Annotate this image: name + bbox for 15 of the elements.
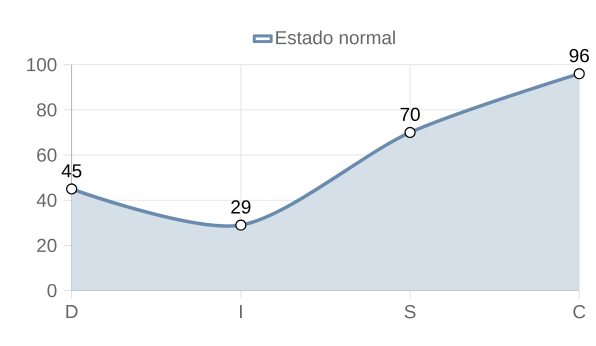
- x-tick-label: I: [240, 304, 242, 318]
- y-tick-label: 100: [27, 58, 56, 72]
- data-label: 45: [62, 164, 82, 178]
- data-label: 70: [400, 108, 420, 121]
- y-tick-label: 0: [47, 284, 56, 298]
- x-tick-label: C: [573, 304, 586, 318]
- y-tick-label: 20: [37, 238, 56, 252]
- x-tick-label: S: [404, 304, 416, 318]
- y-tick-label: 40: [36, 193, 56, 207]
- y-tick-label: 60: [37, 148, 56, 162]
- data-label: 96: [570, 48, 589, 62]
- x-tick-label: D: [66, 304, 78, 318]
- data-label: 29: [231, 200, 250, 214]
- y-tick-label: 80: [37, 103, 56, 116]
- legend-label: Estado normal: [276, 30, 395, 44]
